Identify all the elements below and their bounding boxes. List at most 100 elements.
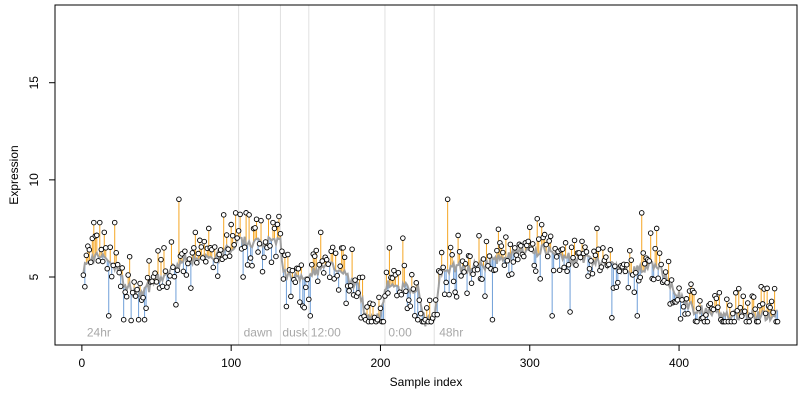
data-point: [441, 291, 448, 298]
data-point: [737, 304, 744, 311]
data-point: [634, 313, 641, 319]
data-point: [82, 283, 88, 290]
data-point: [739, 313, 745, 319]
data-point: [583, 249, 590, 255]
data-point: [447, 244, 454, 251]
data-point: [641, 260, 648, 267]
data-point: [410, 286, 417, 292]
phase-annotation: 48hr: [439, 325, 463, 339]
data-point: [613, 284, 620, 290]
data-point: [603, 254, 609, 260]
data-point: [195, 250, 202, 257]
data-point: [631, 289, 638, 295]
data-point: [155, 248, 161, 254]
data-point: [423, 305, 430, 311]
data-point: [283, 303, 290, 310]
data-point: [94, 232, 100, 239]
data-point: [100, 258, 106, 265]
data-point: [426, 297, 433, 304]
data-point: [158, 256, 164, 263]
data-point: [418, 310, 424, 317]
data-point: [192, 229, 199, 236]
data-point: [370, 301, 376, 307]
data-point: [173, 302, 179, 308]
data-point: [703, 312, 709, 318]
data-point: [628, 257, 635, 263]
data-point: [225, 246, 231, 252]
data-point: [222, 254, 228, 260]
x-tick-label: 300: [520, 356, 540, 370]
data-point: [507, 241, 514, 248]
data-point: [434, 311, 440, 318]
data-point: [182, 248, 188, 254]
data-point: [105, 313, 112, 319]
data-point: [337, 263, 343, 269]
data-point: [750, 294, 757, 300]
data-point: [568, 244, 575, 251]
data-point: [664, 280, 670, 286]
data-point: [98, 246, 105, 253]
x-tick-label: 400: [669, 356, 689, 370]
data-point: [104, 265, 111, 272]
data-point: [736, 285, 742, 292]
data-point: [535, 236, 542, 242]
data-point: [170, 264, 176, 271]
data-point: [550, 267, 557, 274]
data-point: [467, 253, 473, 260]
data-point: [280, 276, 287, 282]
data-point: [247, 255, 254, 261]
data-point: [240, 274, 246, 280]
data-point: [352, 277, 358, 283]
data-point: [468, 280, 475, 286]
data-point: [679, 297, 685, 303]
data-point: [518, 243, 524, 249]
data-point: [216, 251, 222, 258]
data-point: [432, 297, 439, 303]
data-point: [201, 238, 208, 245]
data-point: [210, 264, 217, 271]
data-point: [252, 225, 258, 231]
data-point: [273, 253, 279, 260]
data-point: [131, 279, 137, 285]
data-point: [332, 250, 339, 256]
data-point: [110, 262, 116, 269]
data-point: [525, 238, 532, 245]
data-point: [398, 291, 405, 298]
data-point: [335, 287, 342, 293]
data-point: [226, 253, 233, 259]
data-point: [412, 312, 418, 319]
data-point: [559, 246, 566, 252]
data-point: [598, 264, 605, 270]
data-point: [547, 233, 554, 240]
data-point: [116, 269, 122, 276]
data-point: [612, 263, 618, 270]
data-point: [625, 284, 632, 291]
data-point: [113, 250, 119, 256]
data-point: [349, 246, 355, 252]
data-point: [509, 271, 515, 277]
data-point: [579, 238, 585, 245]
data-point: [567, 309, 573, 315]
data-point: [194, 260, 200, 266]
data-point: [220, 212, 227, 218]
data-point: [235, 228, 242, 234]
data-point: [461, 269, 467, 275]
data-point: [585, 273, 591, 279]
x-tick-label: 200: [370, 356, 390, 370]
data-point: [615, 279, 621, 286]
data-point: [126, 253, 133, 260]
data-point: [561, 264, 567, 271]
data-point: [111, 219, 118, 226]
data-points: [80, 196, 781, 325]
data-point: [538, 221, 545, 228]
data-point: [724, 296, 730, 302]
data-point: [191, 245, 197, 251]
data-point: [652, 245, 658, 252]
data-point: [228, 221, 234, 228]
data-point: [101, 229, 108, 236]
x-axis-label: Sample index: [390, 375, 463, 389]
data-point: [665, 258, 672, 265]
data-point: [565, 262, 572, 268]
data-point: [691, 289, 697, 296]
data-point: [464, 290, 470, 296]
